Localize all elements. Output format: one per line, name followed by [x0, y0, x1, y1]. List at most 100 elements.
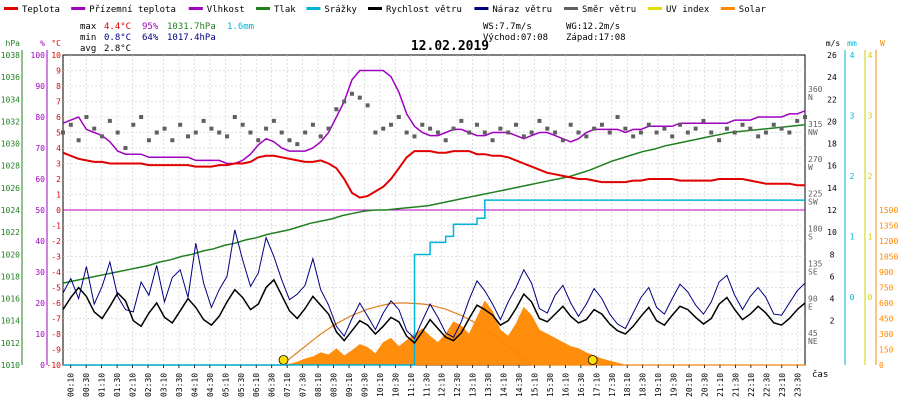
wind-dir-point: [693, 126, 698, 131]
axis-tick-solar: 1350: [879, 222, 898, 231]
stat-min-press: 1017.4hPa: [167, 33, 216, 43]
legend-swatch: [4, 7, 18, 10]
x-tick-label: 23:10: [778, 373, 787, 397]
axis-tick-temperature: -1: [51, 222, 61, 231]
wind-dir-point: [68, 122, 73, 127]
axis-tick-wind-speed: 14: [827, 184, 837, 193]
wind-dir-point: [412, 134, 417, 139]
wind-dir-point: [685, 130, 690, 135]
axis-tick-temperature: 10: [51, 51, 61, 60]
axis-unit-rain: mm: [847, 39, 857, 48]
wind-dir-point: [451, 126, 456, 131]
axis-tick-wind-speed: 20: [827, 117, 837, 126]
wind-dir-point: [303, 130, 308, 135]
x-tick-label: 17:30: [608, 373, 617, 397]
axis-tick-pressure: 1026: [1, 184, 20, 193]
x-tick-label: 01:30: [113, 373, 122, 397]
legend-label: Rychlost větru: [386, 5, 462, 15]
wind-dir-point: [365, 103, 370, 108]
axis-tick-solar: 450: [879, 315, 894, 324]
wind-dir-point: [724, 126, 729, 131]
wind-dir-point: [638, 130, 643, 135]
axis-tick-temperature: 4: [56, 144, 61, 153]
wind-dir-point: [248, 130, 253, 135]
wind-dir-point: [279, 130, 284, 135]
axis-tick-direction: E: [808, 302, 813, 311]
x-tick-label: 05:30: [237, 373, 246, 397]
axis-tick-wind-speed: 24: [827, 73, 837, 82]
legend-label: Směr větru: [582, 5, 636, 15]
legend-label: Solar: [739, 5, 767, 15]
x-tick-label: 00:10: [67, 373, 76, 397]
axis-tick-direction: 45: [808, 329, 818, 338]
axis-tick-humidity: 60: [35, 175, 45, 184]
x-tick-label: 15:30: [546, 373, 555, 397]
x-axis-label: čas: [812, 369, 828, 380]
wind-dir-point: [373, 130, 378, 135]
x-tick-label: 18:30: [639, 373, 648, 397]
axis-tick-pressure: 1016: [1, 295, 20, 304]
stat-avg-temp: 2.8°C: [104, 44, 131, 54]
axis-tick-temperature: -9: [51, 346, 61, 355]
stat-max-press: 1031.7hPa: [167, 22, 216, 32]
x-tick-label: 17:10: [592, 373, 601, 397]
axis-tick-temperature: -2: [51, 237, 61, 246]
axis-tick-pressure: 1018: [1, 272, 20, 281]
wind-dir-point: [61, 130, 65, 135]
axis-tick-temperature: -3: [51, 253, 61, 262]
humidity-line: [62, 69, 806, 165]
axis-tick-temperature: 3: [56, 160, 61, 169]
wind-dir-point: [115, 130, 120, 135]
wind-dir-point: [287, 138, 292, 143]
axis-tick-solar: 750: [879, 284, 894, 293]
legend-swatch: [256, 7, 270, 10]
wind-dir-point: [334, 107, 339, 112]
stat-max-hum: 95%: [142, 22, 159, 32]
x-tick-label: 05:10: [221, 373, 230, 397]
legend-label: UV index: [666, 5, 710, 15]
x-tick-label: 16:30: [577, 373, 586, 397]
axis-unit-temperature: °C: [51, 39, 61, 48]
x-tick-label: 20:30: [701, 373, 710, 397]
x-tick-label: 10:30: [391, 373, 400, 397]
wind-dir-point: [162, 126, 167, 131]
x-tick-label: 01:10: [98, 373, 107, 397]
wind-dir-point: [240, 122, 245, 127]
axes-layer: 00:10 00:30 01:10 01:30 02:10 02:30 03:10 03:30…: [1, 39, 899, 397]
axis-tick-solar: 300: [879, 330, 894, 339]
axis-tick-pressure: 1020: [1, 250, 20, 259]
legend-swatch: [564, 7, 578, 10]
axis-tick-direction: NE: [808, 337, 818, 346]
x-tick-label: 02:30: [144, 373, 153, 397]
wind-dir-point: [514, 122, 519, 127]
x-tick-label: 04:10: [190, 373, 199, 397]
axis-tick-temperature: -10: [47, 361, 62, 370]
axis-tick-pressure: 1024: [1, 206, 20, 215]
axis-tick-rain: 2: [850, 172, 855, 181]
axis-tick-wind-speed: 22: [827, 95, 837, 104]
x-tick-label: 21:30: [731, 373, 740, 397]
axis-tick-wind-speed: 8: [830, 250, 835, 259]
axis-tick-direction: N: [808, 93, 813, 102]
stat-avg-label: avg: [80, 44, 96, 54]
wind-dir-point: [318, 134, 323, 139]
x-tick-label: 20:10: [685, 373, 694, 397]
axis-tick-uv: 4: [868, 51, 873, 60]
wind-dir-point: [537, 118, 542, 123]
wind-dir-point: [560, 138, 565, 143]
legend-swatch: [368, 7, 382, 10]
wind-dir-point: [646, 122, 651, 127]
x-tick-label: 07:10: [283, 373, 292, 397]
axis-tick-temperature: -8: [51, 330, 61, 339]
axis-tick-humidity: 100: [31, 51, 46, 60]
axis-tick-direction: NW: [808, 128, 818, 137]
x-tick-label: 11:10: [407, 373, 416, 397]
axis-tick-temperature: -5: [51, 284, 61, 293]
wind-dir-point: [389, 122, 394, 127]
wind-dir-point: [185, 134, 190, 139]
axis-tick-humidity: 30: [35, 268, 45, 277]
x-tick-label: 03:30: [175, 373, 184, 397]
wind-dir-point: [310, 122, 315, 127]
wind-dir-point: [100, 134, 105, 139]
axis-tick-rain: 3: [850, 111, 855, 120]
